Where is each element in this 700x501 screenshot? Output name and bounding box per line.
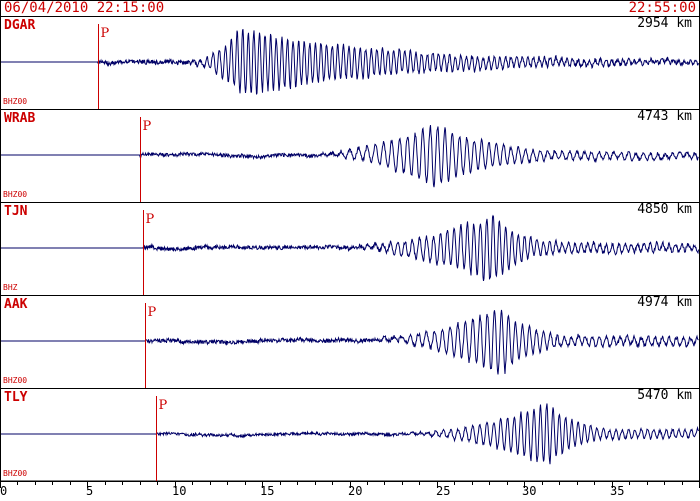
channel-label: BHZ00 <box>3 469 28 478</box>
channel-label: BHZ <box>3 283 18 292</box>
x-tick-label: 5 <box>86 484 94 498</box>
station-label: TJN <box>4 204 28 219</box>
distance-label: 4850 km <box>637 202 692 217</box>
x-tick-label: 0 <box>0 484 8 498</box>
start-timestamp: 06/04/2010 22:15:00 <box>4 0 165 16</box>
x-tick-label: 35 <box>610 484 625 498</box>
station-label: TLY <box>4 390 28 405</box>
x-tick-label: 15 <box>260 484 275 498</box>
waveform-trace <box>1 125 699 188</box>
waveform-trace <box>1 214 699 281</box>
x-tick-label: 20 <box>348 484 363 498</box>
distance-label: 2954 km <box>637 16 692 31</box>
waveform-trace <box>1 309 699 375</box>
station-label: WRAB <box>4 111 36 126</box>
waveform-trace <box>1 403 699 465</box>
x-tick-label: 10 <box>172 484 187 498</box>
distance-label: 4743 km <box>637 109 692 124</box>
channel-label: BHZ00 <box>3 190 28 199</box>
p-phase-label: P <box>143 119 152 134</box>
x-tick-label: 25 <box>436 484 451 498</box>
station-label: DGAR <box>4 18 36 33</box>
distance-label: 5470 km <box>637 388 692 403</box>
plot-frame <box>0 0 700 482</box>
channel-label: BHZ00 <box>3 376 28 385</box>
p-phase-label: P <box>148 305 157 320</box>
distance-label: 4974 km <box>637 295 692 310</box>
x-tick-label: 30 <box>522 484 537 498</box>
station-label: AAK <box>4 297 28 312</box>
p-phase-label: P <box>101 26 110 41</box>
channel-label: BHZ00 <box>3 97 28 106</box>
waveform-trace <box>1 28 699 95</box>
p-phase-label: P <box>159 398 168 413</box>
p-phase-label: P <box>146 212 155 227</box>
end-timestamp: 22:55:00 <box>628 0 696 16</box>
